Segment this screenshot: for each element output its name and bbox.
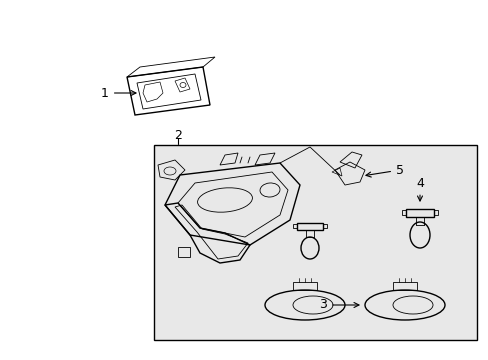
Bar [392,282,416,290]
Bar [323,224,326,228]
Text: 4: 4 [415,176,423,201]
Text: 2: 2 [174,129,182,141]
Text: 1: 1 [101,86,136,99]
Bar [405,209,433,217]
Bar [401,210,405,215]
Text: 3: 3 [318,298,358,311]
Bar [296,223,323,230]
Bar [178,247,190,257]
Bar [292,282,316,290]
Text: 5: 5 [365,163,403,177]
Bar [154,145,476,340]
Bar [433,210,437,215]
Bar [292,224,296,228]
